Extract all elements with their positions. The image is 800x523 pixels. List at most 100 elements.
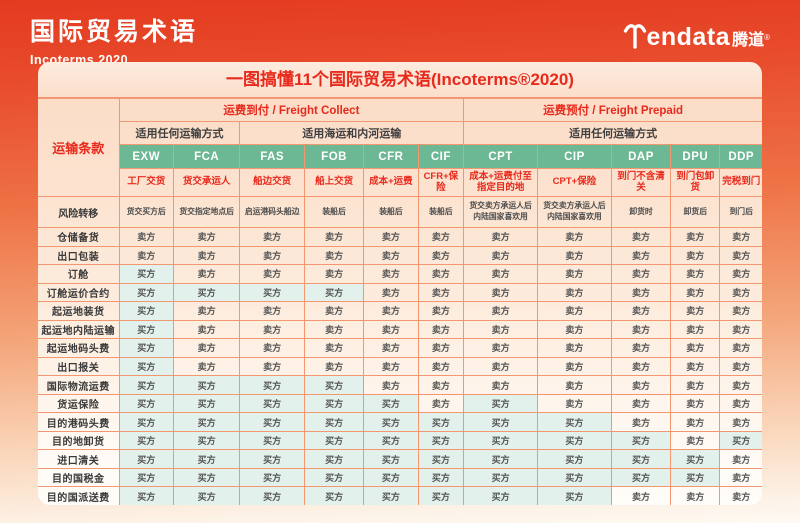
party-cell-cfr: 卖方 [363, 227, 419, 247]
party-cell-cif: 卖方 [417, 245, 465, 266]
party-cell-cif: 买方 [417, 412, 465, 432]
party-cell-fas: 买方 [239, 449, 305, 469]
party-cell-cip: 卖方 [537, 282, 612, 303]
party-cell-cfr: 买方 [363, 430, 419, 451]
cost-item-label: 国际物流运费 [38, 375, 120, 395]
party-cell-dap: 卖方 [610, 338, 672, 358]
party-cell-ddp: 卖方 [719, 486, 762, 505]
party-cell-exw: 买方 [118, 338, 174, 358]
risk-cell-ddp: 到门后 [719, 196, 762, 228]
term-name-row: 工厂交货 货交承运人 船边交货 船上交货 成本+运费 CFR+保险 成本+运费付至 指定目的… [38, 168, 762, 197]
party-cell-fca: 卖方 [172, 319, 241, 340]
cost-item-label: 订舱 [38, 264, 120, 284]
party-cell-dpu: 卖方 [670, 264, 721, 284]
term-name-cif: CFR+保险 [417, 168, 465, 197]
party-cell-fob: 卖方 [303, 227, 365, 247]
cost-item-label: 仓储备货 [38, 227, 120, 247]
party-cell-cip: 卖方 [537, 301, 612, 321]
tendata-logo-t-icon [622, 20, 648, 55]
party-cell-fob: 买方 [303, 412, 365, 432]
party-cell-dpu: 卖方 [670, 430, 721, 451]
cost-item-label: 目的地卸货 [38, 430, 120, 451]
party-cell-dap: 买方 [610, 467, 672, 488]
party-cell-cfr: 卖方 [363, 338, 419, 358]
risk-cell-dap: 卸货时 [610, 196, 672, 228]
party-cell-dap: 卖方 [610, 227, 672, 247]
party-cell-dpu: 卖方 [670, 227, 721, 247]
party-cell-cfr: 卖方 [363, 375, 419, 395]
party-cell-dap: 卖方 [610, 301, 672, 321]
cost-row: 起运地内陆运输 买方 卖方 卖方 卖方 卖方 卖方 卖方 卖方 卖方 卖方 卖方 [38, 319, 762, 340]
party-cell-exw: 买方 [118, 375, 174, 395]
risk-cell-cpt: 货交卖方承运人后 内陆国家喜欢用 [463, 196, 538, 228]
cost-row: 目的国税金 买方 买方 买方 买方 买方 买方 买方 买方 买方 买方 卖方 [38, 467, 762, 488]
party-cell-exw: 买方 [118, 412, 174, 432]
party-cell-fob: 卖方 [303, 319, 365, 340]
party-cell-dpu: 卖方 [670, 375, 721, 395]
party-cell-cif: 买方 [417, 449, 465, 469]
party-cell-ddp: 卖方 [719, 319, 762, 340]
party-cell-dap: 买方 [610, 430, 672, 451]
infographic-card: 一图搞懂11个国际贸易术语(Incoterms®2020) 运输条款 运费到付 /… [38, 62, 762, 505]
risk-cell-fas: 启运港码头船边 [239, 196, 305, 228]
incoterms-table: 运输条款 运费到付 / Freight Collect 运费预付 / Freight… [38, 98, 762, 505]
transport-mode-header: 适用任何运输方式 [119, 121, 241, 145]
party-cell-exw: 买方 [118, 301, 174, 321]
freight-group-header: 运费到付 / Freight Collect [118, 98, 465, 122]
freight-header-row: 运输条款 运费到付 / Freight Collect 运费预付 / Freight… [38, 98, 762, 197]
party-cell-dap: 卖方 [610, 393, 672, 414]
term-code-fas: FAS [239, 144, 305, 169]
cost-row: 起运地码头费 买方 卖方 卖方 卖方 卖方 卖方 卖方 卖方 卖方 卖方 卖方 [38, 338, 762, 358]
party-cell-cif: 买方 [417, 486, 465, 505]
party-cell-dpu: 卖方 [670, 486, 721, 505]
cost-item-label: 出口包装 [38, 245, 120, 266]
cost-item-label: 进口清关 [38, 449, 120, 469]
cost-row: 国际物流运费 买方 买方 买方 买方 卖方 卖方 卖方 卖方 卖方 卖方 卖方 [38, 375, 762, 395]
party-cell-fas: 买方 [239, 486, 305, 505]
party-cell-cif: 卖方 [417, 319, 465, 340]
party-cell-fob: 卖方 [303, 301, 365, 321]
party-cell-fca: 卖方 [172, 264, 241, 284]
term-code-exw: EXW [119, 144, 174, 169]
party-cell-fca: 卖方 [172, 245, 241, 266]
party-cell-cpt: 卖方 [463, 356, 538, 377]
party-cell-cpt: 买方 [463, 430, 538, 451]
party-cell-dpu: 卖方 [670, 338, 721, 358]
party-cell-fas: 买方 [239, 393, 305, 414]
risk-cell-cif: 装船后 [417, 196, 465, 228]
tendata-logo: endata 腾道 ® [622, 20, 770, 55]
party-cell-cfr: 卖方 [363, 245, 419, 266]
party-cell-ddp: 卖方 [719, 467, 762, 488]
party-cell-dpu: 买方 [670, 467, 721, 488]
term-name-exw: 工厂交货 [119, 168, 174, 197]
party-cell-exw: 买方 [118, 393, 174, 414]
cost-item-label: 起运地内陆运输 [38, 319, 120, 340]
term-code-dap: DAP [610, 144, 672, 169]
party-cell-fob: 买方 [303, 449, 365, 469]
party-cell-fas: 卖方 [239, 264, 305, 284]
party-cell-fob: 买方 [303, 393, 365, 414]
term-code-cfr: CFR [363, 144, 419, 169]
party-cell-cfr: 卖方 [363, 264, 419, 284]
term-code-cpt: CPT [463, 144, 538, 169]
cost-item-label: 目的国派送费 [38, 486, 120, 505]
party-cell-exw: 买方 [118, 282, 174, 303]
party-cell-fca: 卖方 [172, 356, 241, 377]
risk-cell-exw: 货交买方后 [118, 196, 174, 228]
cost-item-label: 目的港码头费 [38, 412, 120, 432]
party-cell-cfr: 买方 [363, 412, 419, 432]
cost-item-label: 起运地装货 [38, 301, 120, 321]
party-cell-cfr: 买方 [363, 393, 419, 414]
party-cell-cpt: 卖方 [463, 338, 538, 358]
cost-item-label: 货运保险 [38, 393, 120, 414]
party-cell-cfr: 买方 [363, 486, 419, 505]
risk-cell-cip: 货交卖方承运人后 内陆国家喜欢用 [537, 196, 612, 228]
party-cell-dap: 卖方 [610, 486, 672, 505]
party-cell-fca: 买方 [172, 375, 241, 395]
party-cell-fca: 买方 [172, 282, 241, 303]
term-name-fca: 货交承运人 [172, 168, 241, 197]
party-cell-cfr: 卖方 [363, 356, 419, 377]
party-cell-dpu: 卖方 [670, 282, 721, 303]
term-name-ddp: 完税到门 [719, 168, 762, 197]
